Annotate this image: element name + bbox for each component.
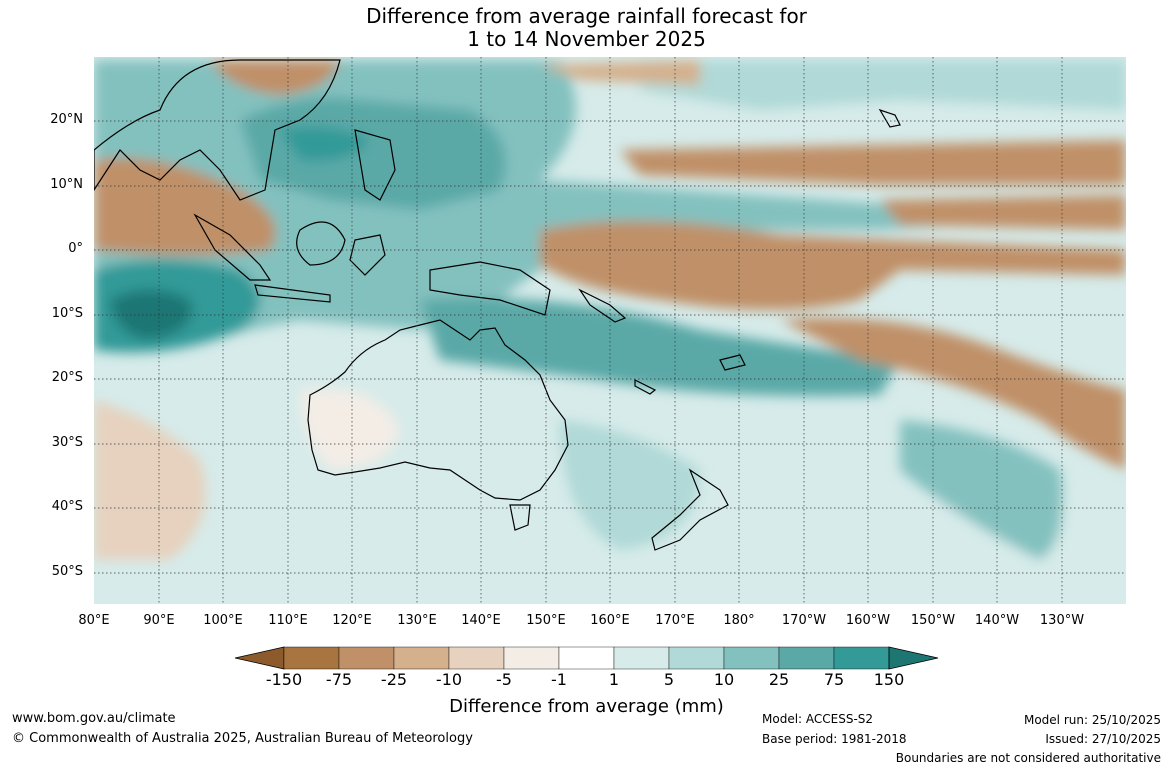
colorbar-max-arrow	[888, 646, 939, 670]
lat-label: 10°S	[51, 306, 83, 321]
colorbar-tick-label: -10	[435, 670, 463, 689]
dry-band-itcz	[880, 195, 1126, 230]
wet-region-tasman	[560, 420, 700, 550]
colorbar-tick-label: -25	[380, 670, 408, 689]
dry-band-equatorial	[540, 221, 1126, 310]
lon-label: 100°E	[203, 613, 243, 628]
colorbar-segment	[393, 646, 450, 670]
colorbar-min-arrow	[234, 646, 285, 670]
colorbar-segment	[338, 646, 395, 670]
dry-region-indian-ocean	[94, 158, 276, 255]
lat-label: 30°S	[51, 435, 83, 450]
colorbar-segment	[833, 646, 890, 670]
map-title: Difference from average rainfall forecas…	[0, 5, 1173, 51]
lat-label: 10°N	[50, 177, 83, 192]
colorbar-segment	[723, 646, 780, 670]
colorbar-tick-label: -75	[325, 670, 353, 689]
lon-label: 170°W	[781, 613, 827, 628]
colorbar-segment	[558, 646, 615, 670]
dry-band-southeast	[780, 318, 1126, 470]
borneo-outline	[296, 221, 346, 266]
colorbar-tick-label: -150	[265, 670, 303, 689]
lat-label: 0°	[68, 241, 83, 256]
fiji-outline	[719, 354, 746, 371]
colorbar-tick-label: 25	[768, 670, 790, 689]
solomon-islands-outline	[578, 288, 627, 323]
colorbar-tick-label: 5	[663, 670, 675, 689]
lat-label: 50°S	[51, 564, 83, 579]
lon-label: 80°E	[78, 613, 110, 628]
new-guinea-outline	[429, 261, 551, 316]
issued-date: Issued: 27/10/2025	[1045, 732, 1161, 746]
lon-label: 150°E	[526, 613, 566, 628]
lon-label: 160°W	[845, 613, 891, 628]
lon-label: 150°W	[910, 613, 956, 628]
colorbar	[234, 646, 939, 670]
lon-label: 130°W	[1039, 613, 1085, 628]
new-zealand-outline	[651, 468, 729, 551]
neutral-region-west-australia	[300, 388, 400, 470]
sulawesi-outline	[349, 234, 386, 276]
colorbar-title: Difference from average (mm)	[449, 696, 724, 717]
java-outline	[254, 284, 331, 303]
wet-region-philippines	[240, 97, 506, 210]
dry-region-china	[210, 60, 340, 95]
wet-region-north-pacific	[640, 60, 1126, 110]
wet-core-south-china-sea	[280, 126, 370, 161]
colorbar-tick-label: 75	[823, 670, 845, 689]
title-line-2: 1 to 14 November 2025	[467, 27, 706, 51]
lon-label: 170°E	[655, 613, 695, 628]
wet-region-south-pacific	[900, 420, 1063, 560]
colorbar-segment	[668, 646, 725, 670]
dry-region-north-pacific	[540, 60, 700, 85]
lon-label: 140°E	[461, 613, 501, 628]
lat-label: 20°S	[51, 370, 83, 385]
colorbar-segment	[613, 646, 670, 670]
model-run-date: Model run: 25/10/2025	[1023, 713, 1161, 727]
graticule	[94, 57, 1126, 604]
asia-outline	[94, 59, 341, 201]
lon-label: 110°E	[268, 613, 308, 628]
colorbar-segment	[283, 646, 340, 670]
philippines-outline	[354, 129, 396, 201]
neutral-region-southern-ocean	[94, 560, 420, 604]
colorbar-segment	[778, 646, 835, 670]
australia-outline	[307, 319, 569, 501]
colorbar-tick-label: -1	[551, 670, 567, 689]
title-line-1: Difference from average rainfall forecas…	[366, 4, 807, 28]
lat-label: 40°S	[51, 499, 83, 514]
lon-label: 90°E	[143, 613, 175, 628]
wet-region-spcz	[420, 298, 900, 396]
dry-region-southern-indian	[94, 400, 206, 560]
copyright-text: © Commonwealth of Australia 2025, Austra…	[12, 731, 473, 746]
colorbar-tick-label: 150	[873, 670, 905, 689]
rainfall-field	[94, 57, 1126, 604]
lon-label: 120°E	[332, 613, 372, 628]
lon-label: 140°W	[974, 613, 1020, 628]
lon-label: 130°E	[397, 613, 437, 628]
tasmania-outline	[509, 504, 531, 531]
boundaries-disclaimer: Boundaries are not considered authoritat…	[895, 751, 1161, 765]
lon-label: 180°	[723, 613, 755, 628]
lon-label: 160°E	[590, 613, 630, 628]
lat-label: 20°N	[50, 112, 83, 127]
colorbar-segment	[448, 646, 505, 670]
colorbar-tick-label: -5	[496, 670, 512, 689]
neutral-region-south-pacific	[880, 500, 1126, 604]
model-name: Model: ACCESS-S2	[762, 712, 874, 726]
colorbar-tick-label: 10	[713, 670, 735, 689]
dry-band-north	[620, 140, 1126, 185]
colorbar-tick-label: 1	[608, 670, 620, 689]
colorbar-segment	[503, 646, 560, 670]
new-caledonia-outline	[634, 379, 657, 395]
website-link[interactable]: www.bom.gov.au/climate	[12, 711, 176, 726]
base-period: Base period: 1981-2018	[762, 732, 907, 746]
